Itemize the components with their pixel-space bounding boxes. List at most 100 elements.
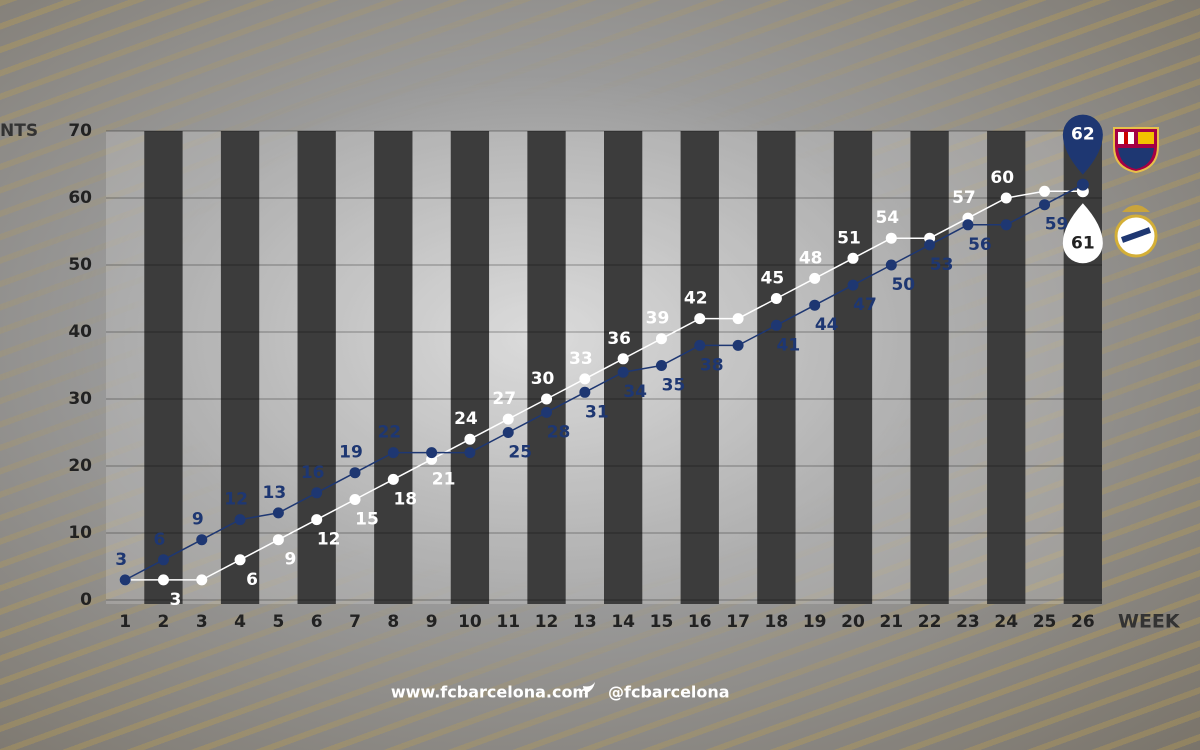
week-band: [412, 131, 451, 604]
data-point: [770, 319, 782, 331]
series-line: [125, 190, 1083, 581]
data-label: 28: [547, 422, 571, 442]
y-tick-label: 70: [68, 121, 92, 141]
data-point: [1039, 185, 1051, 197]
data-point: [732, 313, 744, 325]
data-point: [885, 232, 897, 244]
x-tick-label: 19: [803, 612, 827, 632]
data-label: 6: [154, 530, 166, 550]
data-point: [579, 373, 591, 385]
week-band: [757, 131, 796, 604]
x-tick-label: 20: [841, 612, 865, 632]
x-tick-label: 12: [535, 612, 559, 632]
week-band: [297, 131, 336, 604]
data-point: [157, 574, 169, 586]
data-point: [732, 339, 744, 351]
data-label: 3: [170, 590, 182, 610]
x-tick-label: 15: [650, 612, 674, 632]
data-point: [426, 447, 438, 459]
data-point: [809, 299, 821, 311]
x-tick-label: 6: [311, 612, 323, 632]
data-point: [387, 473, 399, 485]
data-point: [1076, 178, 1089, 191]
x-tick-label: 14: [611, 612, 635, 632]
data-label: 35: [662, 376, 686, 396]
y-tick-label: 50: [68, 255, 92, 275]
data-point: [311, 487, 323, 499]
y-tick-label: 20: [68, 456, 92, 476]
x-tick-label: 23: [956, 612, 980, 632]
data-point: [617, 353, 629, 365]
data-point: [119, 574, 131, 586]
data-point: [1000, 219, 1012, 231]
data-label: 44: [815, 315, 839, 335]
data-label: 54: [875, 208, 899, 228]
x-tick-label: 9: [426, 612, 438, 632]
data-point: [349, 467, 361, 479]
data-label: 21: [432, 469, 456, 489]
week-band: [489, 131, 528, 604]
x-tick-label: 22: [918, 612, 942, 632]
week-band: [565, 131, 604, 604]
data-point: [655, 333, 667, 345]
x-tick-label: 16: [688, 612, 712, 632]
data-point: [770, 293, 782, 304]
data-point: [234, 514, 246, 526]
x-tick-label: 4: [234, 612, 246, 632]
x-tick-label: 21: [879, 612, 903, 632]
week-band: [987, 131, 1026, 604]
data-label: 42: [684, 289, 708, 309]
data-label: 22: [377, 423, 401, 443]
data-label: 41: [777, 335, 801, 355]
y-tick-label: 30: [68, 389, 92, 409]
week-band: [527, 131, 566, 604]
data-point: [847, 279, 859, 291]
week-band: [948, 131, 988, 604]
data-point: [655, 360, 667, 371]
data-point: [885, 259, 897, 271]
series-line: [124, 183, 1084, 581]
data-point: [847, 252, 859, 264]
y-tick-label: 60: [68, 188, 92, 208]
data-label: 19: [339, 443, 363, 463]
data-label: 30: [531, 369, 555, 389]
data-point: [962, 219, 974, 231]
data-point: [311, 514, 323, 526]
grid: [106, 130, 1102, 601]
week-bands: [106, 131, 1102, 604]
data-label: 62: [1071, 125, 1095, 145]
data-point: [387, 447, 399, 459]
week-band: [450, 131, 490, 604]
x-tick-label: 24: [994, 612, 1018, 632]
data-label: 57: [952, 188, 976, 208]
data-label: 61: [1071, 233, 1095, 253]
x-tick-label: 26: [1071, 612, 1095, 632]
data-label: 53: [930, 255, 954, 275]
data-point: [694, 313, 706, 325]
data-label: 31: [585, 402, 609, 422]
x-tick-label: 7: [349, 612, 361, 632]
y-tick-label: 0: [80, 590, 92, 610]
x-tick-label: 11: [496, 612, 520, 632]
data-label: 50: [891, 275, 915, 295]
week-band: [872, 131, 911, 604]
x-tick-label: 18: [765, 612, 789, 632]
data-label: 38: [700, 355, 724, 375]
y-tick-label: 40: [68, 322, 92, 342]
x-tick-label: 1: [119, 612, 131, 632]
data-label: 9: [284, 550, 296, 570]
data-label: 39: [646, 309, 670, 329]
data-point: [579, 386, 591, 398]
x-tick-label: 25: [1033, 612, 1057, 632]
data-label: 60: [990, 168, 1014, 188]
data-label: 25: [508, 443, 532, 463]
x-axis-label: WEEK: [1118, 611, 1181, 633]
data-label: 47: [853, 295, 877, 315]
footer-site: www.fcbarcelona.com: [391, 683, 589, 702]
barcelona-crest: [1113, 127, 1159, 174]
data-label: 6: [246, 570, 258, 590]
data-label: 24: [454, 409, 478, 429]
week-band: [374, 131, 413, 604]
week-band: [795, 131, 834, 604]
data-point: [464, 433, 476, 445]
